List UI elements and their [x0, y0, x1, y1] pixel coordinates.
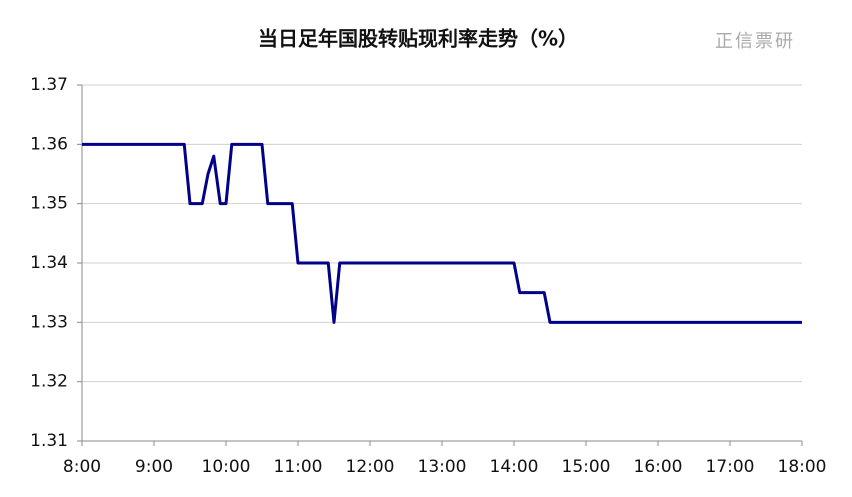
data-line	[82, 142, 802, 324]
x-tick-label: 13:00	[418, 457, 467, 477]
x-tick-label: 12:00	[346, 457, 395, 477]
x-tick-label: 16:00	[634, 457, 683, 477]
y-tick-label: 1.36	[30, 134, 68, 154]
y-tick-label: 1.37	[30, 75, 68, 95]
x-tick-label: 18:00	[778, 457, 827, 477]
y-tick-label: 1.33	[30, 312, 68, 332]
chart-title: 当日足年国股转贴现利率走势（%）	[258, 27, 578, 51]
x-tick-label: 14:00	[490, 457, 539, 477]
y-tick-label: 1.31	[30, 431, 68, 451]
x-tick-label: 17:00	[706, 457, 755, 477]
x-tick-label: 9:00	[135, 457, 173, 477]
y-tick-label: 1.35	[30, 194, 68, 214]
x-tick-label: 15:00	[562, 457, 611, 477]
watermark: 正信票研	[715, 31, 795, 52]
x-tick-label: 8:00	[63, 457, 101, 477]
y-tick-label: 1.34	[30, 253, 68, 273]
y-tick-label: 1.32	[30, 372, 68, 392]
x-tick-label: 11:00	[274, 457, 323, 477]
x-tick-label: 10:00	[202, 457, 251, 477]
